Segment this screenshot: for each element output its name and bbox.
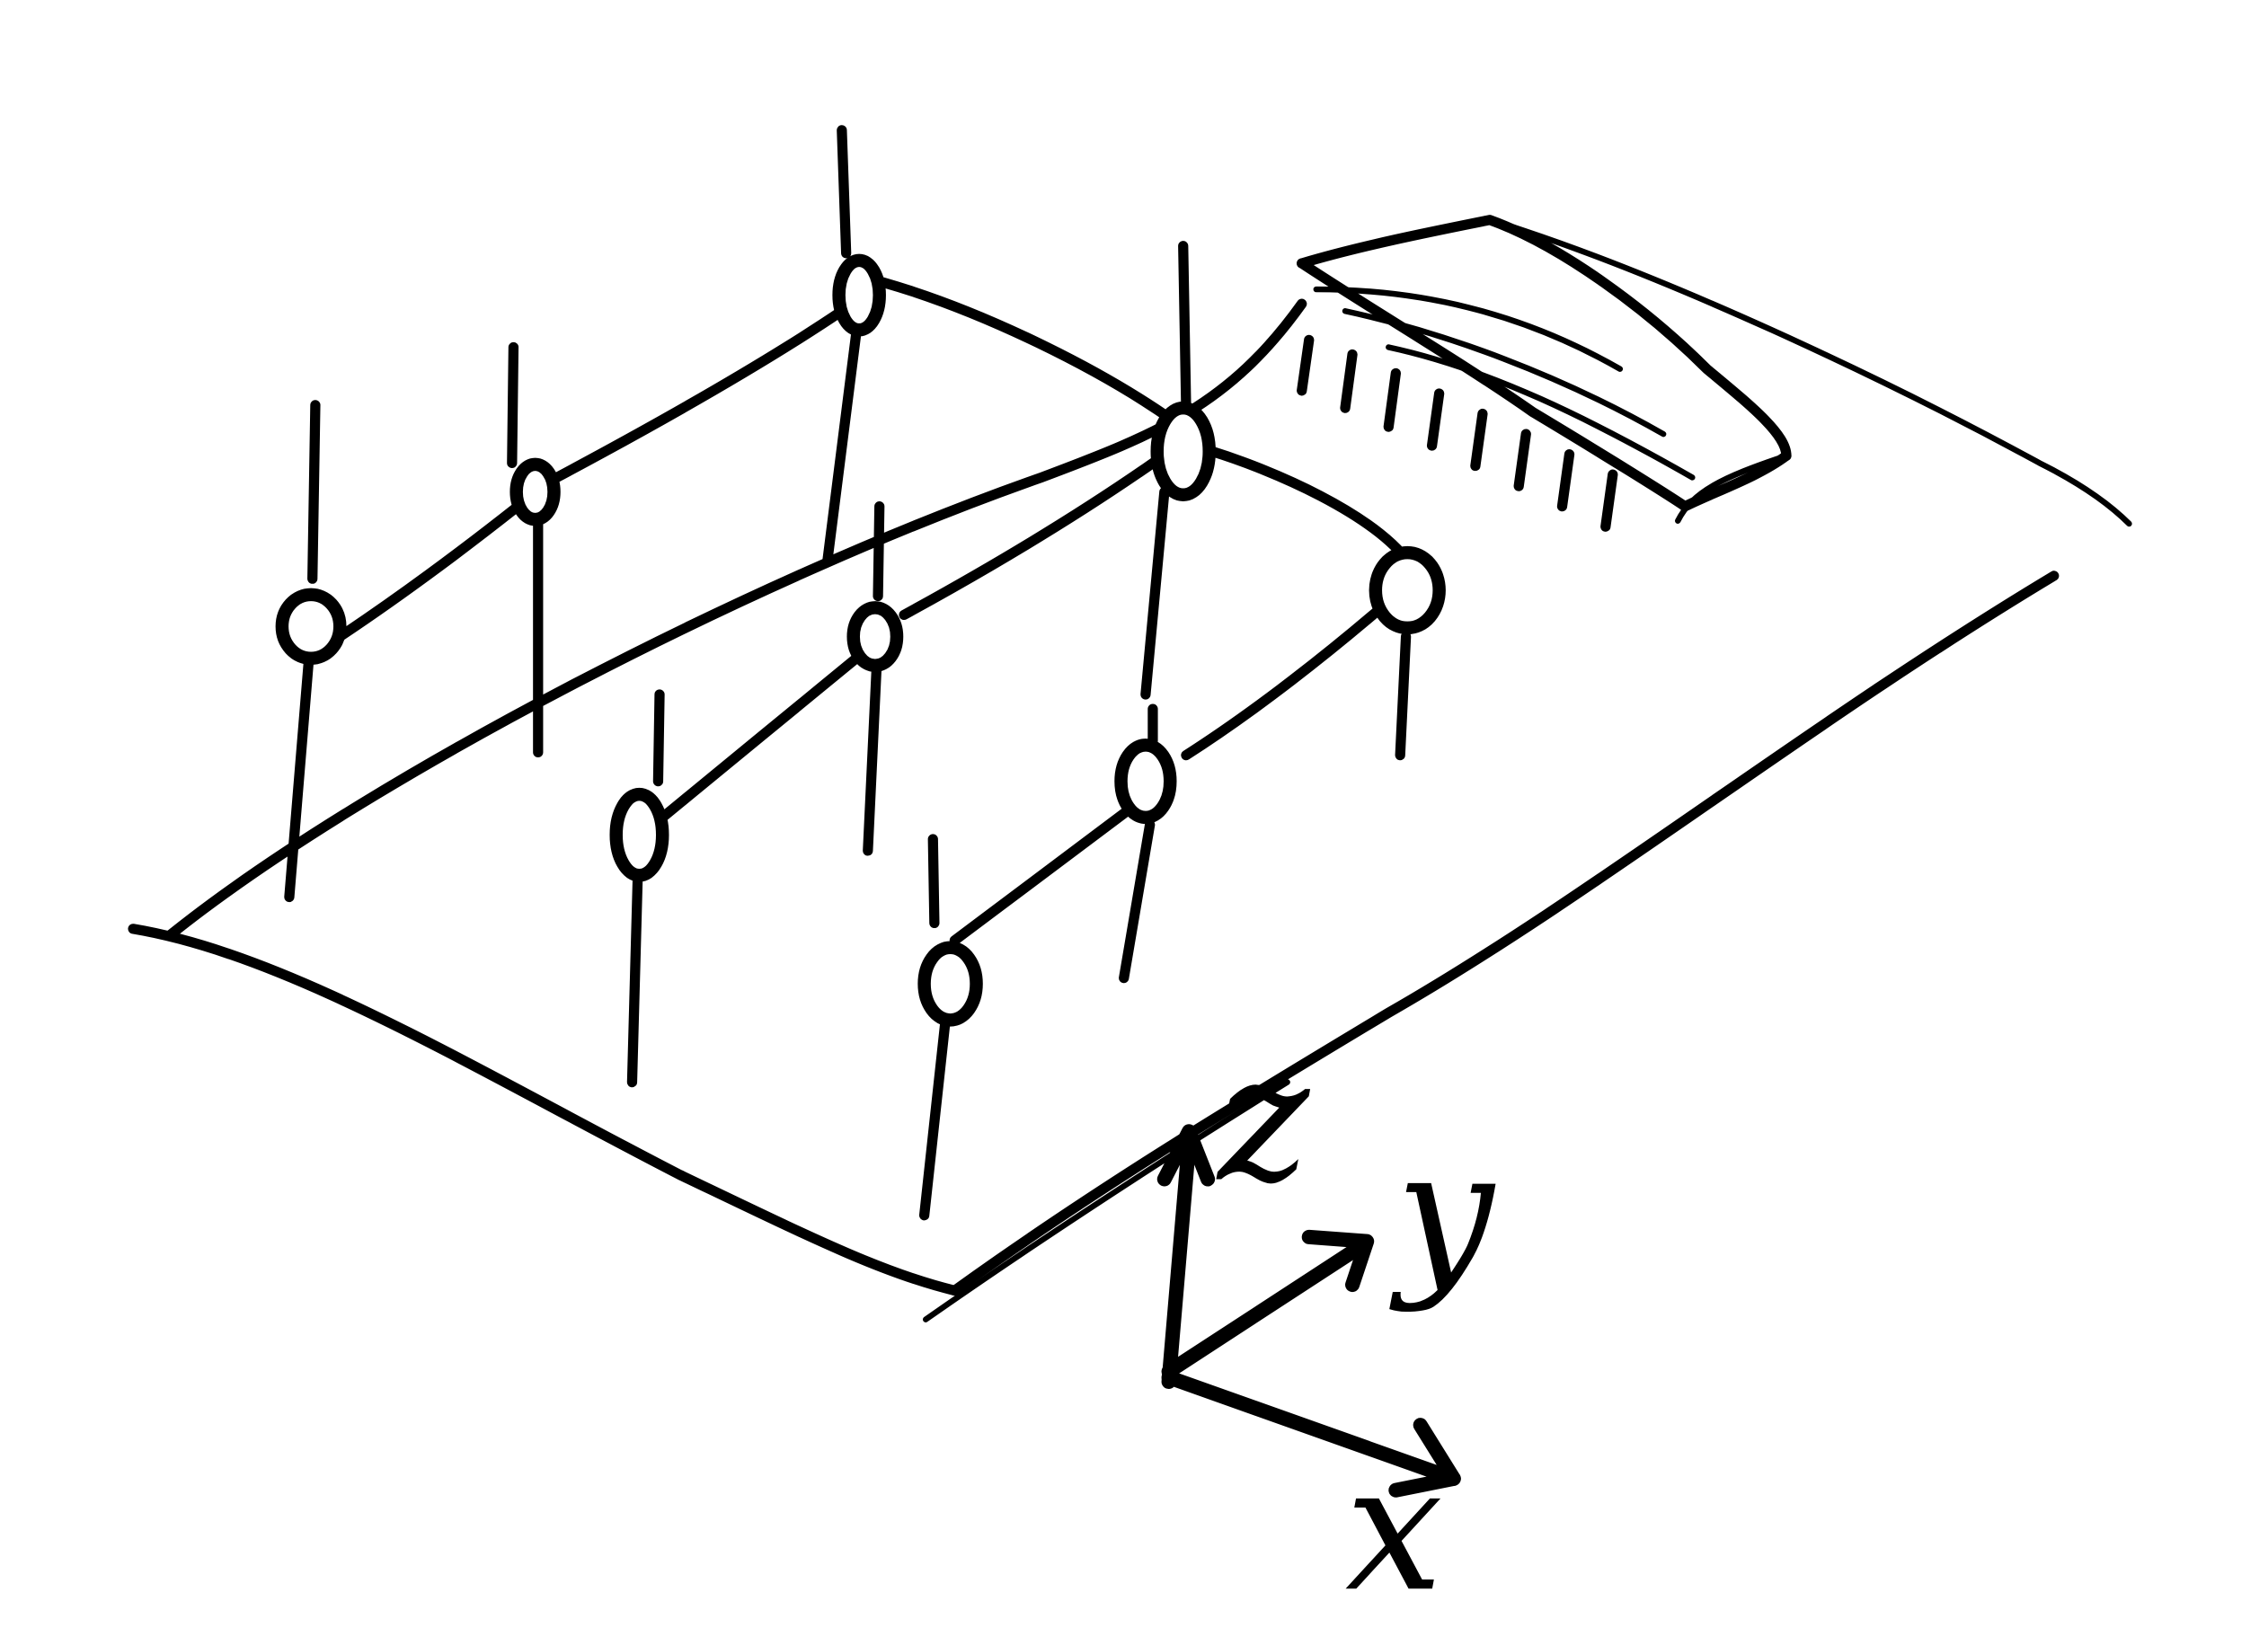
y-axis-label: y [1388, 1112, 1496, 1314]
plate-right-edge-lower [922, 1079, 1290, 1322]
pole-mid-1 [626, 689, 665, 1088]
node-mid-2 [846, 601, 904, 673]
mount-poles [284, 125, 1412, 1221]
chip [1297, 215, 1792, 532]
connecting-wires [334, 277, 1416, 946]
pole-front-3 [1395, 631, 1412, 761]
chip-shade [1313, 286, 1696, 481]
chip-top [1297, 215, 1792, 461]
z-axis-arrowhead [1156, 1124, 1216, 1187]
pole-mid-2 [863, 500, 885, 856]
x-axis-label: x [1345, 1428, 1443, 1630]
node-mid-1 [609, 787, 669, 882]
wire-back-row [334, 277, 1177, 642]
pole-back-2 [507, 341, 544, 758]
node-front-2 [1114, 738, 1177, 825]
pole-back-1 [284, 400, 321, 903]
node-mid-3 [1150, 401, 1216, 501]
node-back-3 [832, 253, 886, 337]
node-front-1 [917, 941, 983, 1027]
node-back-2 [509, 457, 561, 526]
chip-end [1675, 453, 1790, 524]
z-axis [1161, 1136, 1197, 1389]
chip-body [1297, 258, 1792, 512]
plate-back-edge [1501, 221, 2132, 527]
pole-front-1 [918, 834, 952, 1221]
plate-front-edge [128, 924, 961, 1296]
node-back-1 [275, 588, 347, 665]
node-front-3 [1369, 545, 1446, 635]
plate-right-edge [949, 570, 2060, 1296]
z-axis-label: z [1216, 1018, 1310, 1220]
wire-front-row [949, 602, 1386, 946]
x-axis [1161, 1370, 1461, 1486]
y-axis [1161, 1240, 1368, 1379]
nodes [275, 253, 1446, 1027]
x-axis-arrowhead [1388, 1418, 1461, 1498]
wire-middle-row [657, 446, 1416, 823]
pole-front-2 [1119, 703, 1158, 984]
axes: z y x [1156, 1018, 1496, 1630]
chip-pins [1297, 334, 1618, 532]
pole-back-3 [822, 125, 862, 567]
pole-mid-3 [1140, 241, 1192, 700]
y-axis-arrowhead [1301, 1229, 1375, 1293]
